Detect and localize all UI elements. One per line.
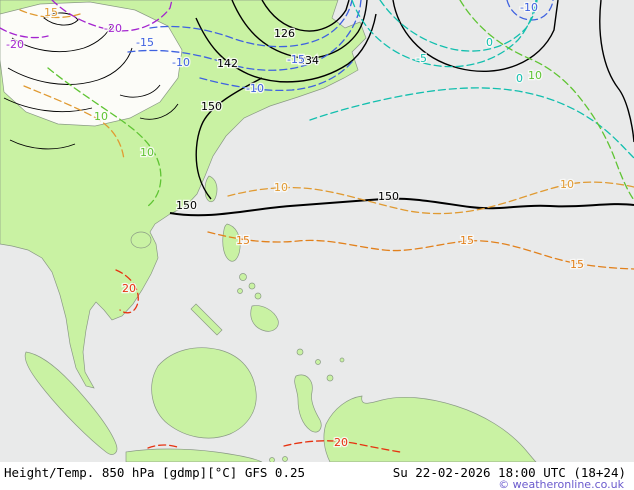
temp-contour-15-mid <box>207 231 634 270</box>
contour-label: -15 <box>136 36 154 49</box>
contour-label: 0 <box>486 36 493 49</box>
status-bar: Height/Temp. 850 hPa [gdmp][°C] GFS 0.25… <box>0 462 634 490</box>
contour-label: 10 <box>560 178 574 191</box>
contour-label: -20 <box>6 38 24 51</box>
temp-contour-10-east <box>459 0 634 201</box>
terrain-contours <box>3 12 179 150</box>
contour-label: 142 <box>217 57 238 70</box>
contour-label: -5 <box>416 52 427 65</box>
island-borneo <box>151 347 257 439</box>
island <box>339 357 345 363</box>
island <box>296 348 304 356</box>
island-java <box>125 448 263 462</box>
island <box>239 273 247 281</box>
height-contour-ridge-east <box>599 0 634 143</box>
contour-label: 15 <box>460 234 474 247</box>
temperature-contours <box>0 0 634 453</box>
temp-contour-10-northwest <box>23 85 125 161</box>
contour-label: 134 <box>298 54 319 67</box>
contour-label: 20 <box>122 282 136 295</box>
contour-label: 15 <box>44 6 58 19</box>
weather-map: 150 142 134 126 150 150 15 10 10 15 15 15 20 20 10 10 10… <box>0 0 634 462</box>
temp-contour-10-west <box>47 67 162 207</box>
temp-contour-zero-b <box>309 87 634 159</box>
island-luzon <box>222 223 241 262</box>
contour-label: 10 <box>140 146 154 159</box>
status-line: Height/Temp. 850 hPa [gdmp][°C] GFS 0.25… <box>0 462 634 480</box>
temp-contour-minus15b <box>149 0 353 48</box>
temp-contour-20-java <box>147 444 181 449</box>
temp-contour-20-south <box>283 440 401 453</box>
island <box>315 359 321 365</box>
terrain-contour <box>3 97 93 113</box>
temp-contour-minus10 <box>199 61 353 92</box>
terrain-contour <box>7 47 133 85</box>
contour-label: -20 <box>104 22 122 35</box>
island-sulawesi <box>294 374 322 433</box>
island <box>326 374 334 382</box>
island <box>237 288 243 294</box>
temp-contour-10-mid <box>227 181 634 215</box>
height-contours <box>169 0 634 217</box>
height-contour-134 <box>231 0 368 59</box>
island <box>254 292 262 300</box>
contour-label: -10 <box>246 82 264 95</box>
contour-label: 15 <box>236 234 250 247</box>
temp-contour-minus20b <box>0 27 49 39</box>
height-contour-142 <box>195 13 377 83</box>
contour-label: -10 <box>520 1 538 14</box>
contour-label: 20 <box>334 436 348 449</box>
temp-contour-minus10-loop <box>506 0 554 21</box>
height-contour-126 <box>261 0 350 32</box>
contour-label: -10 <box>172 56 190 69</box>
island-new-guinea <box>323 395 537 462</box>
height-contour-150-coastal <box>195 77 263 200</box>
temp-contour-minus20 <box>51 0 173 32</box>
map-title: Height/Temp. 850 hPa [gdmp][°C] GFS 0.25 <box>4 465 306 480</box>
contour-label: 0 <box>516 72 523 85</box>
terrain-contour <box>11 23 113 53</box>
map-datetime: Su 22-02-2026 18:00 UTC (18+24) <box>392 465 626 480</box>
terrain-contour <box>139 103 179 120</box>
island <box>269 457 275 462</box>
copyright-link[interactable]: © weatheronline.co.uk <box>498 478 624 490</box>
contour-label: 15 <box>570 258 584 271</box>
contour-label: 10 <box>274 181 288 194</box>
contour-label: 10 <box>94 110 108 123</box>
temp-contour-minus5 <box>351 0 537 68</box>
contour-label: 10 <box>528 69 542 82</box>
island <box>282 456 288 462</box>
height-contour-ridge-west <box>392 0 559 72</box>
contour-label: -15 <box>287 53 305 66</box>
contour-label: 150 <box>176 199 197 212</box>
contour-label: 126 <box>274 27 295 40</box>
terrain-contour <box>9 139 76 150</box>
terrain-contour <box>119 84 161 98</box>
island-mindanao <box>250 305 279 332</box>
contour-label: 150 <box>201 100 222 113</box>
terrain-contour <box>43 12 79 26</box>
island <box>248 282 256 290</box>
island-palawan <box>190 303 223 336</box>
height-contour-150-main <box>169 197 634 217</box>
contour-label: 150 <box>378 190 399 203</box>
temp-contour-15-northwest <box>19 9 81 19</box>
island-hainan <box>130 231 152 249</box>
temp-contour-minus15 <box>127 0 362 71</box>
temp-contour-zero <box>379 0 538 52</box>
temp-contour-20-indochina <box>115 269 139 314</box>
landmasses <box>0 0 537 462</box>
island-sumatra <box>24 351 118 455</box>
